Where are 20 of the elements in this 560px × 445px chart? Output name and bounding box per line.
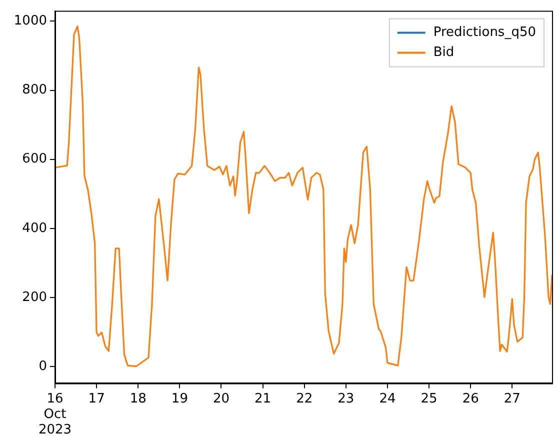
y-tick-label: 400 <box>22 220 47 236</box>
legend-label: Bid <box>433 45 454 60</box>
x-tick-label: 25 <box>420 391 438 406</box>
y-tick-label: 800 <box>22 82 47 98</box>
x-tick-label: 21 <box>254 391 272 406</box>
x-tick-label: 23 <box>338 391 354 406</box>
x-tick-label: 19 <box>171 391 188 406</box>
x-tick-label: 20 <box>212 391 230 406</box>
x-tick-label: 17 <box>88 391 105 406</box>
x-tick-label: 24 <box>379 391 396 406</box>
x-tick-label: 22 <box>296 391 313 406</box>
x-tick-label: 26 <box>462 391 479 406</box>
y-tick-label: 1000 <box>14 14 47 29</box>
x-tick-label: 27 <box>504 391 520 406</box>
y-tick-label: 200 <box>22 290 47 305</box>
legend-label: Predictions_q50 <box>433 25 536 40</box>
x-tick-label: 16 Oct 2023 <box>38 391 72 438</box>
y-tick-label: 0 <box>38 358 47 374</box>
y-tick-label: 600 <box>22 152 47 167</box>
x-tick-label: 18 <box>130 391 146 406</box>
